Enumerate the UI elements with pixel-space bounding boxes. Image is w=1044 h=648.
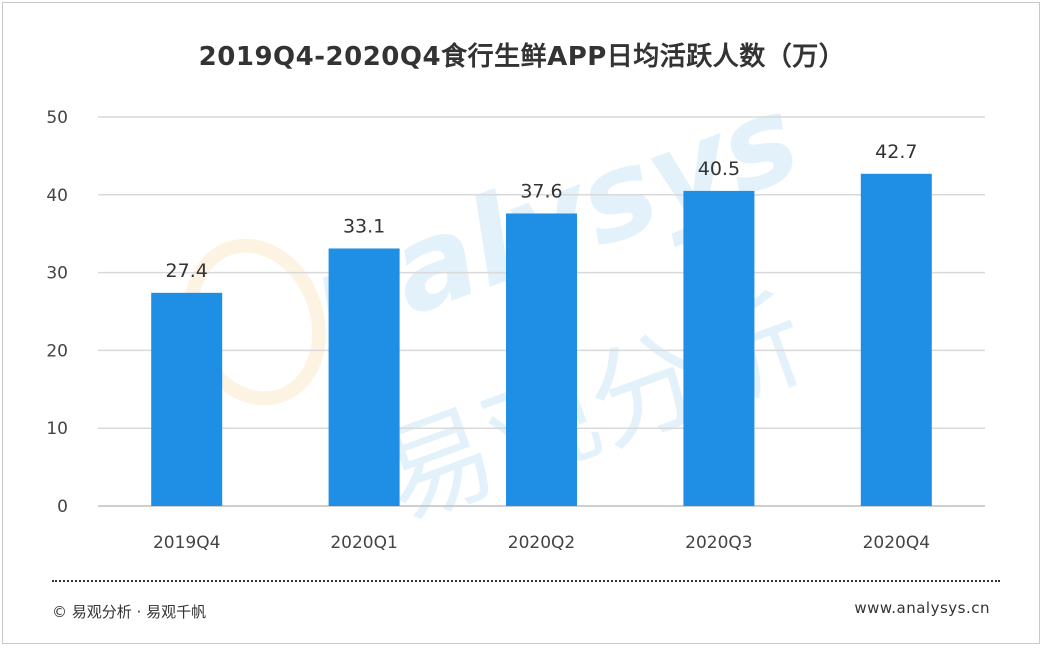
x-tick-label: 2019Q4 <box>153 533 220 553</box>
bar-value-label: 40.5 <box>698 158 740 180</box>
data-labels: 27.4 33.1 37.6 40.5 42.7 <box>166 141 918 282</box>
bar <box>328 248 400 506</box>
bar-value-label: 27.4 <box>166 260 208 282</box>
bar <box>860 173 932 506</box>
chart-title: 2019Q4-2020Q4食行生鲜APP日均活跃人数（万） <box>198 42 846 72</box>
x-tick-label: 2020Q3 <box>685 533 752 553</box>
bar <box>683 190 755 506</box>
footer-divider <box>52 580 1000 582</box>
bar <box>506 213 577 507</box>
y-tick-label: 30 <box>46 264 68 284</box>
bar-value-label: 33.1 <box>343 215 385 237</box>
footer-site: www.analysys.cn <box>854 599 990 617</box>
bar-value-label: 42.7 <box>875 141 917 163</box>
bar <box>151 292 223 506</box>
y-tick-label: 50 <box>46 108 68 128</box>
y-tick-label: 0 <box>57 497 68 517</box>
y-tick-label: 20 <box>46 341 68 361</box>
x-axis-ticks: 2019Q4 2020Q1 2020Q2 2020Q3 2020Q4 <box>153 533 930 553</box>
x-tick-label: 2020Q1 <box>330 533 397 553</box>
y-axis-ticks: 0 10 20 30 40 50 <box>46 108 68 517</box>
y-tick-label: 40 <box>46 186 68 206</box>
x-tick-label: 2020Q2 <box>508 533 575 553</box>
y-tick-label: 10 <box>46 419 68 439</box>
x-tick-label: 2020Q4 <box>863 533 930 553</box>
footer-source: © 易观分析 · 易观千帆 <box>52 603 207 621</box>
bar-value-label: 37.6 <box>520 180 562 202</box>
bars <box>151 173 932 507</box>
